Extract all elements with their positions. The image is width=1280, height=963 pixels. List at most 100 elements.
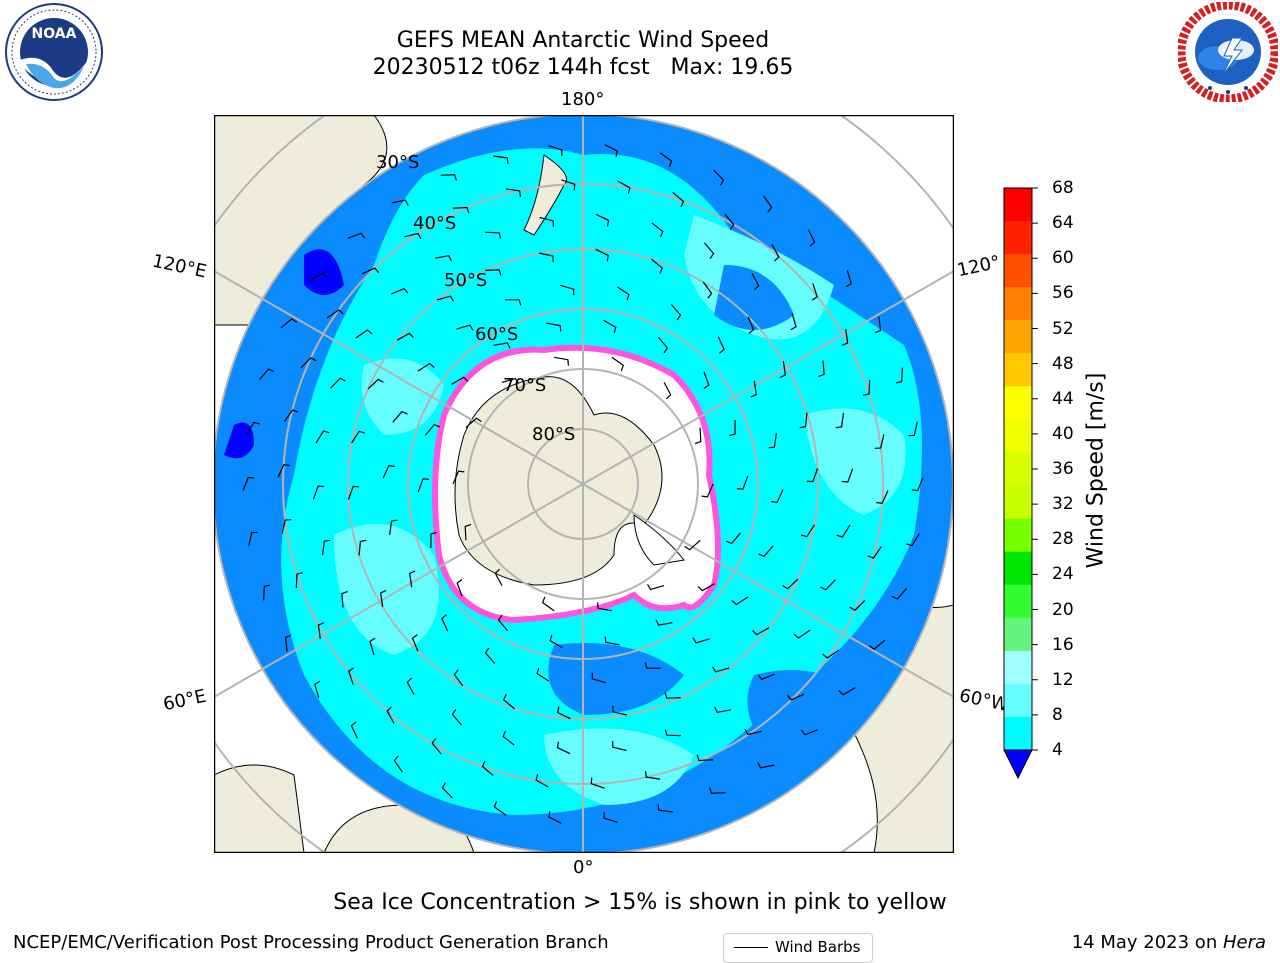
wind-barb: [284, 409, 299, 422]
wind-barb: [664, 692, 681, 699]
colorbar-band: [1004, 485, 1032, 520]
colorbar-tick-label: 16: [1052, 634, 1074, 655]
wind-barb: [312, 485, 325, 500]
colorbar-tick-label: 28: [1052, 529, 1074, 550]
wind-barb: [361, 267, 380, 275]
colorbar-label: Wind Speed [m/s]: [1083, 372, 1109, 569]
lat-label-30s: 30°S: [376, 152, 420, 173]
lat-label-60s: 60°S: [475, 324, 519, 345]
wind-barb: [367, 378, 384, 390]
colorbar-tick-label: 32: [1052, 494, 1074, 515]
wind-barb: [591, 672, 606, 684]
wind-barb: [310, 272, 328, 281]
wind-barb: [321, 539, 331, 556]
wind-barb: [535, 774, 549, 788]
wind-barbs: [242, 144, 924, 824]
wind-barb: [391, 199, 409, 206]
wind-barb: [485, 269, 502, 276]
colorbar-tick-label: 24: [1052, 564, 1074, 585]
wind-barb: [493, 801, 507, 816]
wind-barb: [351, 430, 366, 444]
colorbar-tick-label: 48: [1052, 353, 1074, 374]
wind-barb: [347, 232, 366, 239]
wind-barb: [874, 316, 882, 334]
wind-barb: [392, 410, 408, 423]
wind-barb: [717, 336, 725, 354]
lon-label-60e: 60°E: [161, 685, 208, 716]
page-title: GEFS MEAN Antarctic Wind Speed: [396, 28, 770, 53]
wind-barb: [750, 380, 757, 398]
colorbar-tick-label: 52: [1052, 318, 1074, 339]
wind-barb: [553, 356, 569, 366]
wind-barb: [867, 546, 882, 559]
colorbar-band: [1004, 419, 1032, 453]
wind-barb: [800, 729, 819, 736]
wind-barb: [786, 693, 805, 701]
wind-barb: [758, 545, 774, 558]
wind-barb: [612, 741, 627, 752]
wind-barb: [431, 737, 442, 755]
nws-logo: [1176, 0, 1280, 104]
wind-barb: [841, 468, 854, 483]
wind-barb: [711, 666, 730, 673]
colorbar-band: [1004, 320, 1032, 354]
wind-barb: [348, 667, 355, 685]
colorbar-band: [1004, 188, 1032, 222]
wind-barb: [757, 762, 775, 769]
wind-barb: [822, 649, 840, 659]
footer-date: 14 May 2023 on: [1071, 932, 1223, 953]
wind-barb: [646, 583, 665, 591]
wind-barb: [246, 421, 260, 435]
wind-barb: [505, 188, 522, 197]
wind-barb: [612, 705, 627, 716]
wind-barb: [452, 206, 470, 214]
longitude-grid: [214, 115, 954, 853]
wind-barb: [386, 706, 395, 724]
lon-label-180: 180°: [561, 89, 605, 110]
wind-barb: [895, 367, 903, 384]
wind-barb: [651, 258, 664, 274]
colorbar-band: [1004, 650, 1032, 685]
wind-barb: [281, 519, 292, 534]
wind-barb: [838, 687, 856, 696]
wind-barb: [597, 602, 613, 612]
wind-barb: [263, 584, 271, 601]
noaa-logo: NOAA: [2, 2, 106, 102]
colorbar-tick-label: 20: [1052, 599, 1074, 620]
wind-barb: [314, 680, 321, 698]
wind-barb: [692, 637, 710, 644]
wind-barb: [358, 539, 367, 556]
wind-barb: [300, 357, 317, 369]
lon-label-120e: 120°E: [150, 250, 209, 283]
wind-barb: [644, 662, 661, 669]
wind-barb: [481, 760, 494, 776]
lon-label-120w: 120°: [955, 251, 1003, 282]
wind-barb: [672, 192, 685, 208]
wind-barb: [315, 430, 330, 444]
wind-barb: [424, 423, 441, 436]
footer-right: 14 May 2023 on Hera: [1072, 932, 1266, 953]
wind-barb: [836, 524, 851, 538]
colorbar-tick-label: 44: [1052, 388, 1074, 409]
wind-barb: [502, 694, 515, 710]
wind-barb: [548, 811, 562, 824]
colorbar-tick-label: 4: [1052, 740, 1063, 760]
colorbar-band: [1004, 617, 1032, 652]
wind-barb: [369, 637, 376, 655]
wind-barb: [539, 252, 554, 263]
wind-barb: [557, 706, 571, 720]
wind-barb: [406, 677, 415, 695]
colorbar-band: [1004, 452, 1032, 487]
wind-barb: [436, 295, 455, 302]
colorbar-tick-label: 60: [1052, 248, 1074, 269]
colorbar-tick-label: 64: [1052, 213, 1074, 234]
legend-line: [734, 947, 768, 948]
wind-barb: [835, 412, 845, 429]
colorbar-band: [1004, 551, 1032, 586]
wind-barb: [539, 216, 554, 227]
wind-barb: [590, 777, 605, 789]
wind-barb: [891, 587, 908, 600]
wind-barb: [493, 342, 511, 349]
wind-barb: [604, 636, 620, 646]
wind-barb: [326, 309, 344, 319]
